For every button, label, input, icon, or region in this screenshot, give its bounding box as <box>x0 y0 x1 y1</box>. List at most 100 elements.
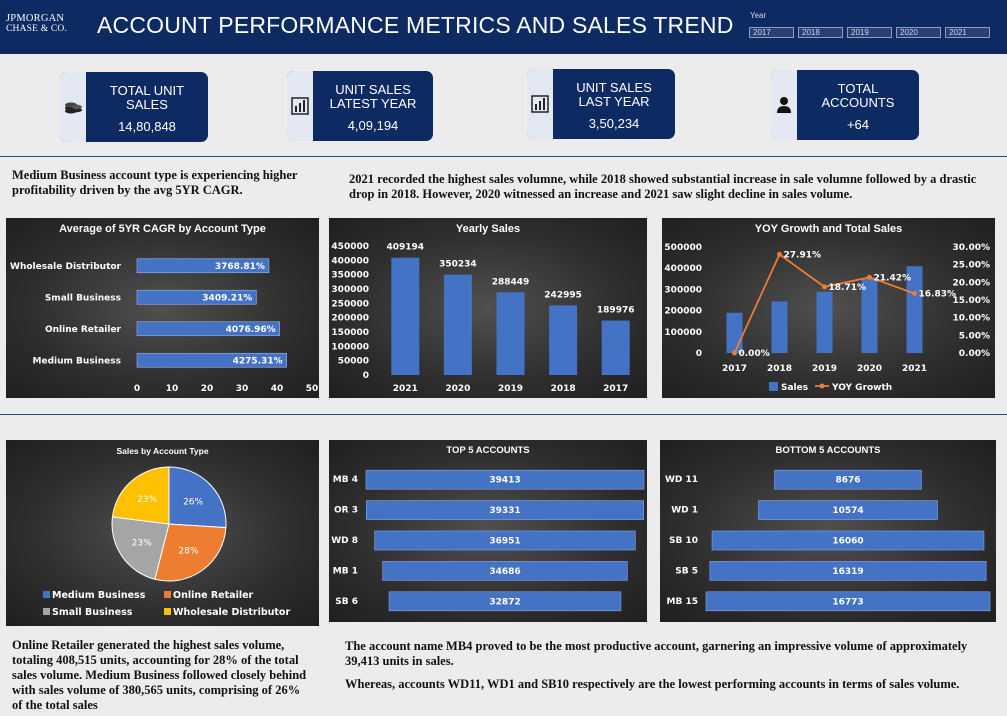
kpi-label: UNIT SALES LATEST YEAR <box>329 82 417 111</box>
data-label: 39413 <box>489 476 520 486</box>
data-label: 27.91% <box>784 250 822 260</box>
x-tick-label: 2020 <box>857 364 882 374</box>
kpi-value: 14,80,848 <box>118 119 176 134</box>
legend-swatch <box>43 608 50 615</box>
legend-marker <box>819 383 825 389</box>
data-label: 3768.81% <box>215 262 265 272</box>
kpi-value: +64 <box>846 117 870 132</box>
bar <box>365 469 645 490</box>
data-label: 10574 <box>832 506 863 516</box>
sales-by-type-pie: 26% 28% 23% 23% Medium Business Online Retail… <box>43 466 290 618</box>
x-tick-label: 20 <box>201 384 214 394</box>
category-label: WD 11 <box>665 475 698 485</box>
x-tick-label: 2018 <box>551 384 576 394</box>
y-tick-label: 150000 <box>331 328 369 338</box>
x-tick-label: 50 <box>306 384 319 394</box>
category-label: WD 8 <box>331 536 358 546</box>
y-tick-label: 200000 <box>331 314 369 324</box>
y-tick-label: 300000 <box>331 285 369 295</box>
yoy-growth-panel: YOY Growth and Total Sales 500000 400000 3… <box>662 218 995 398</box>
page-title: ACCOUNT PERFORMANCE METRICS AND SALES TR… <box>97 12 734 38</box>
legend-label: Medium Business <box>52 590 146 601</box>
data-label: 16319 <box>832 567 863 577</box>
cagr-chart-panel: Average of 5YR CAGR by Account Type Whol… <box>6 218 319 398</box>
category-label: OR 3 <box>334 506 358 516</box>
section-divider <box>0 414 1007 415</box>
bar <box>388 591 622 612</box>
y-tick-label: 100000 <box>664 328 702 338</box>
bar <box>391 257 420 375</box>
legend-swatch-sales <box>769 382 778 391</box>
data-label: 350234 <box>439 260 477 270</box>
category-label: SB 5 <box>675 566 698 576</box>
top5-accounts-chart: MB 4 39413 OR 3 39331 WD 8 36951 MB 1 34686 SB 6… <box>331 469 645 612</box>
category-label: WD 1 <box>671 506 698 516</box>
y-tick-label: 300000 <box>664 285 702 295</box>
kpi-label: UNIT SALES LAST YEAR <box>576 80 652 109</box>
x-tick-label: 2017 <box>722 364 747 374</box>
section-divider <box>0 156 1007 157</box>
data-label: 32872 <box>489 597 520 607</box>
y-tick-label: 350000 <box>331 271 369 281</box>
x-tick-label: 0 <box>134 384 140 394</box>
kpi-label: TOTAL UNIT SALES <box>109 83 185 112</box>
y-tick-label: 0 <box>363 371 369 381</box>
pie-slice <box>154 523 227 582</box>
x-tick-label: 2021 <box>393 384 418 394</box>
data-label: 23% <box>137 495 157 505</box>
bottom5-accounts-chart: WD 11 8676 WD 1 10574 SB 10 16060 SB 5 16319 MB … <box>665 469 991 612</box>
x-tick-label: 10 <box>166 384 179 394</box>
bar <box>443 274 472 375</box>
line-point <box>822 284 827 290</box>
data-label: 21.42% <box>874 273 912 283</box>
cagr-bar-chart: Wholesale Distributor 3768.81% Small Busin… <box>10 258 319 394</box>
y2-tick-label: 20.00% <box>953 278 991 288</box>
y2-tick-label: 25.00% <box>953 261 991 271</box>
bar <box>709 561 987 581</box>
bar <box>906 266 923 353</box>
y-tick-label: 250000 <box>331 299 369 309</box>
legend-swatch <box>164 608 171 615</box>
note-yearly: 2021 recorded the highest sales volumne,… <box>349 172 977 201</box>
category-label: MB 1 <box>333 566 358 576</box>
year-slicer-label: Year <box>750 11 767 20</box>
line-point <box>867 274 872 280</box>
kpi-total-accounts: TOTAL ACCOUNTS +64 <box>771 70 919 140</box>
yearly-sales-panel: Yearly Sales 450000 400000 350000 300000 250… <box>329 218 647 398</box>
yoy-growth-chart: 500000 400000 300000 200000 100000 0 30.00% 25.… <box>664 243 991 393</box>
data-label: 26% <box>183 497 203 507</box>
bar <box>365 500 645 520</box>
sales-by-type-panel: Sales by Account Type 26% 28% 23% 23% Medium… <box>6 440 319 626</box>
note-cagr: Medium Business account type is experien… <box>12 168 298 197</box>
year-slicer-item-2021[interactable]: 2021 <box>945 27 990 38</box>
kpi-unit-sales-last-year: UNIT SALES LAST YEAR 3,50,234 <box>527 69 675 139</box>
data-label: 16060 <box>832 537 863 547</box>
category-label: MB 15 <box>667 597 698 607</box>
year-slicer-item-2020[interactable]: 2020 <box>896 27 941 38</box>
legend-label: YOY Growth <box>831 383 892 393</box>
chart-title: Sales by Account Type <box>116 446 209 456</box>
y-tick-label: 400000 <box>331 256 369 266</box>
bar <box>136 258 270 274</box>
data-label: 8676 <box>835 476 860 486</box>
bar <box>382 561 628 581</box>
company-logo: JPMORGAN CHASE & CO. <box>6 13 68 34</box>
pie-slice <box>111 516 170 580</box>
coins-icon <box>60 72 86 142</box>
x-tick-label: 2018 <box>767 364 792 374</box>
x-tick-label: 40 <box>271 384 284 394</box>
pie-slice <box>168 466 227 529</box>
data-label: 4275.31% <box>233 356 283 366</box>
year-slicer-item-2018[interactable]: 2018 <box>798 27 843 38</box>
category-label: MB 4 <box>333 475 358 485</box>
year-slicer-item-2017[interactable]: 2017 <box>749 27 794 38</box>
bar <box>374 530 636 551</box>
bar <box>549 305 578 375</box>
x-tick-label: 2017 <box>603 384 628 394</box>
legend-label: Online Retailer <box>173 590 254 601</box>
year-slicer-item-2019[interactable]: 2019 <box>847 27 892 38</box>
category-label: Online Retailer <box>45 325 122 335</box>
chart-title: BOTTOM 5 ACCOUNTS <box>775 445 881 456</box>
data-label: 23% <box>132 539 152 549</box>
y-tick-label: 400000 <box>664 264 702 274</box>
